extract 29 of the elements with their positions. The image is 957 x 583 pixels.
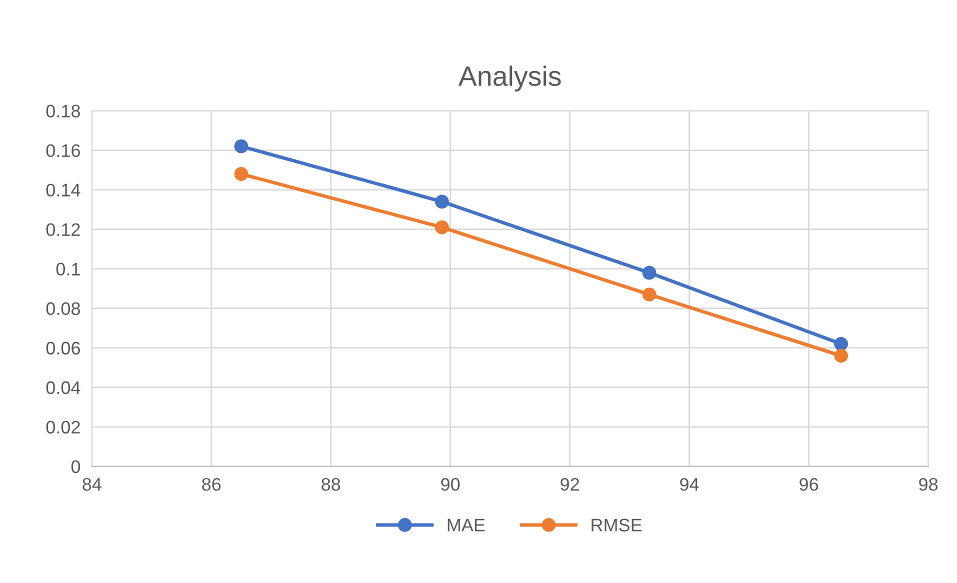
y-tick-label: 0.12	[46, 223, 80, 236]
point	[642, 266, 656, 280]
point	[435, 220, 449, 234]
y-tick-label: 0.02	[46, 420, 80, 434]
y-tick-label: 0.16	[46, 144, 80, 158]
point	[435, 194, 449, 209]
x-tick-label: 94	[680, 478, 699, 491]
x-tick-label: 92	[560, 478, 579, 491]
point	[234, 139, 248, 154]
y-tick-label: 0.06	[46, 342, 80, 355]
x-tick-label: 98	[919, 478, 938, 491]
chart-title: Analysis	[458, 66, 561, 92]
y-tick-label: 0.08	[46, 302, 80, 316]
x-tick-label: 84	[82, 478, 102, 491]
y-tick-label: 0	[71, 460, 80, 474]
y-tick-label: 0.04	[46, 381, 80, 394]
y-tick-label: 0.14	[46, 184, 80, 197]
point	[834, 348, 848, 363]
x-tick-label: 90	[441, 478, 460, 491]
point	[234, 167, 248, 181]
point	[642, 288, 656, 302]
point	[834, 336, 848, 351]
x-tick-label: 86	[202, 478, 221, 491]
y-tick-label: 0.1	[56, 262, 80, 276]
y-tick-label: 0.18	[46, 104, 80, 118]
legend-label: RMSE	[592, 518, 642, 532]
legend-label: MAE	[448, 518, 485, 532]
x-tick-label: 96	[800, 478, 818, 491]
x-tick-label: 88	[322, 478, 340, 491]
